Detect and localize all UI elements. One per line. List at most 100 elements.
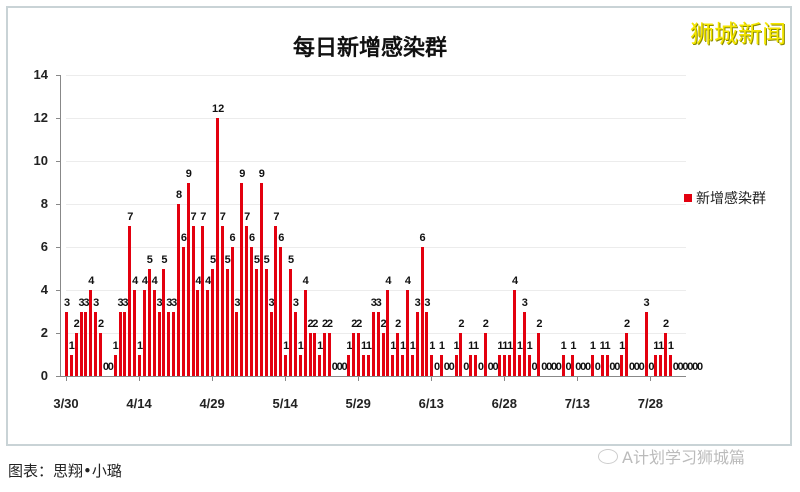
bar <box>191 225 195 376</box>
bar <box>498 354 502 376</box>
bar-value-label: 0 <box>692 361 699 373</box>
bar-value-label: 3 <box>171 296 178 309</box>
bar <box>211 268 215 376</box>
y-tick-label: 10 <box>33 153 48 168</box>
chart-caption: 图表：思翔•小璐 <box>8 462 122 480</box>
bar-value-label: 2 <box>356 318 363 330</box>
bar-value-label: 5 <box>253 253 260 266</box>
bar <box>664 333 667 376</box>
bar-value-label: 0 <box>575 361 582 373</box>
y-tick <box>56 161 61 162</box>
bar <box>201 225 205 376</box>
x-tick-label: 7/28 <box>637 396 664 411</box>
bar <box>401 354 405 376</box>
bar <box>69 354 73 376</box>
bar <box>659 354 663 376</box>
bar-value-label: 7 <box>200 210 207 223</box>
bar-value-label: 2 <box>458 318 465 330</box>
bar-value-label: 1 <box>468 339 475 352</box>
bar-value-label: 1 <box>283 339 290 352</box>
x-axis <box>60 376 686 377</box>
bar <box>289 268 293 376</box>
x-tick-label: 6/13 <box>418 396 444 411</box>
bar-value-label: 2 <box>322 318 329 330</box>
bar <box>293 311 297 376</box>
bar <box>152 290 156 376</box>
bar <box>240 182 244 376</box>
bar <box>123 311 127 376</box>
bar <box>376 311 380 376</box>
bar-value-label: 1 <box>604 339 611 352</box>
bar-value-label: 2 <box>380 318 387 330</box>
bar <box>177 204 180 376</box>
bar-value-label: 1 <box>361 339 368 352</box>
bar-value-label: 2 <box>307 318 314 330</box>
bar <box>366 354 370 376</box>
bar-value-label: 8 <box>175 189 183 201</box>
x-tick <box>358 376 360 381</box>
x-tick-label: 7/13 <box>564 396 590 411</box>
bar <box>625 333 629 376</box>
bar-value-label: 1 <box>399 339 407 352</box>
bar <box>605 354 609 376</box>
bar-value-label: 0 <box>541 361 548 373</box>
bar-value-label: 2 <box>395 318 402 330</box>
bar <box>454 354 458 376</box>
bar-value-label: 2 <box>326 318 334 330</box>
y-tick <box>56 247 61 248</box>
bar <box>162 268 166 376</box>
plot-area: 3 1 2 3 3 4 3 2 0 0 1 3 3 7 4 1 4 5 4 3 5 3 3 8 6 9 7 4 7 4 5 12 7 5 6 3 9 7 6… <box>64 75 703 376</box>
bar-value-label: 3 <box>122 296 129 309</box>
bar-value-label: 4 <box>88 275 95 287</box>
bar <box>469 354 473 376</box>
bar <box>74 333 78 376</box>
bar-value-label: 9 <box>185 167 192 180</box>
bar <box>215 118 219 376</box>
bar-value-label: 1 <box>409 339 416 352</box>
bar <box>517 354 521 376</box>
bar-value-label: 2 <box>73 318 80 330</box>
x-tick <box>66 376 67 381</box>
bar-value-label: 3 <box>156 296 163 309</box>
legend: 新增感染群 <box>684 188 766 208</box>
bar-value-label: 0 <box>628 361 635 373</box>
bar-value-label: 1 <box>438 339 446 352</box>
bar-value-label: 4 <box>195 275 202 287</box>
bar-value-label: 0 <box>633 361 640 373</box>
bar-value-label: 4 <box>151 275 158 287</box>
bar <box>84 311 88 376</box>
bar <box>133 290 137 376</box>
bar <box>439 354 443 376</box>
bar-value-label: 3 <box>521 296 528 309</box>
bar <box>371 311 375 376</box>
gridline <box>66 247 686 248</box>
bar-value-label: 0 <box>336 361 343 373</box>
bar <box>600 354 604 376</box>
bar <box>327 333 331 376</box>
bar <box>620 354 624 376</box>
bar <box>415 311 419 376</box>
bar-value-label: 1 <box>619 339 626 352</box>
bar <box>483 333 487 376</box>
bar-value-label: 1 <box>667 339 674 352</box>
x-tick <box>577 376 579 381</box>
bar-value-label: 6 <box>229 232 236 244</box>
bar-value-label: 2 <box>351 318 358 330</box>
bar-value-label: 1 <box>68 339 75 352</box>
x-tick-label: 4/14 <box>126 396 152 411</box>
bar <box>128 225 132 376</box>
bar-value-label: 1 <box>112 339 119 352</box>
bar <box>396 333 400 376</box>
bar <box>220 225 224 376</box>
bar <box>196 290 200 376</box>
bar <box>527 354 531 376</box>
bar-value-label: 1 <box>473 339 480 352</box>
bar-value-label: 9 <box>258 167 265 180</box>
bar-value-label: 3 <box>63 296 71 309</box>
bar-value-label: 1 <box>526 339 533 352</box>
bar <box>308 333 312 376</box>
bar-value-label: 0 <box>443 361 450 373</box>
bar-value-label: 0 <box>580 361 587 373</box>
y-tick <box>56 75 61 76</box>
bar-value-label: 2 <box>312 318 319 330</box>
